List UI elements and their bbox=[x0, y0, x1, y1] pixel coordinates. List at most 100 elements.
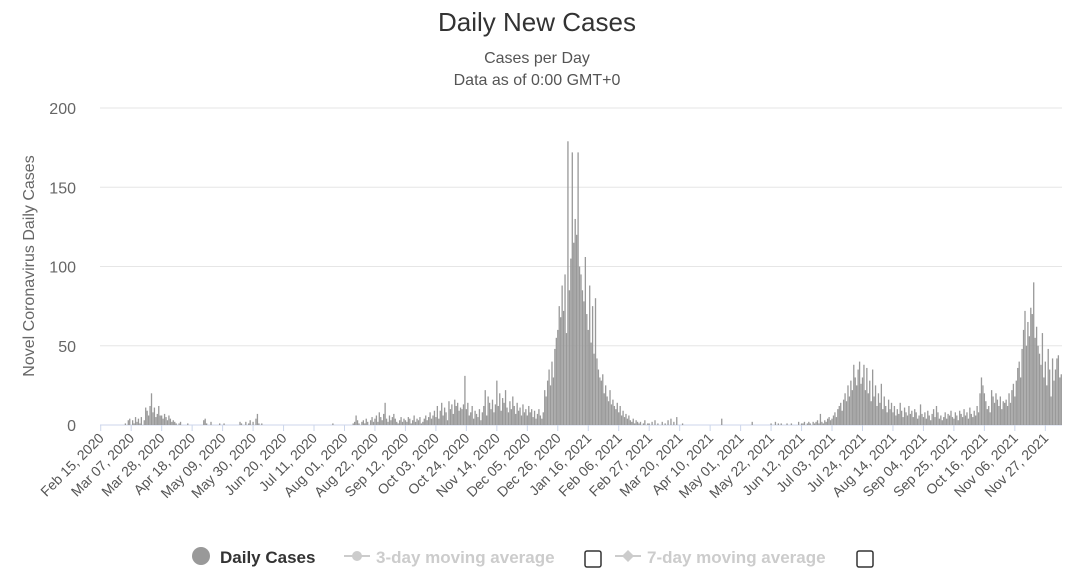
legend-label[interactable]: Daily Cases bbox=[220, 548, 315, 567]
bar bbox=[332, 423, 334, 425]
bar bbox=[861, 377, 864, 425]
bar bbox=[848, 396, 851, 425]
bar bbox=[941, 420, 943, 425]
bar bbox=[378, 412, 380, 425]
bar bbox=[673, 421, 675, 425]
legend-label[interactable]: 7-day moving average bbox=[647, 548, 826, 567]
bar bbox=[993, 402, 996, 425]
bar bbox=[751, 421, 753, 425]
bar bbox=[248, 423, 250, 425]
bar bbox=[786, 423, 788, 425]
bar bbox=[1044, 361, 1046, 425]
bar bbox=[963, 409, 965, 425]
checkbox[interactable] bbox=[856, 550, 874, 568]
bar bbox=[664, 423, 666, 425]
bar bbox=[845, 401, 848, 425]
bar bbox=[439, 410, 441, 425]
bar bbox=[609, 390, 611, 425]
bar bbox=[876, 405, 878, 425]
bar bbox=[133, 423, 135, 425]
bar bbox=[976, 405, 978, 425]
bar bbox=[240, 423, 243, 425]
bar bbox=[413, 415, 415, 425]
bar bbox=[203, 420, 205, 425]
bar bbox=[918, 415, 920, 425]
bar bbox=[985, 401, 987, 425]
bar bbox=[152, 412, 154, 425]
bar bbox=[854, 377, 856, 425]
bar bbox=[847, 385, 849, 425]
bar bbox=[895, 415, 897, 425]
bar bbox=[1014, 396, 1016, 425]
bar bbox=[365, 418, 367, 425]
bar bbox=[474, 410, 476, 425]
bar bbox=[374, 418, 376, 425]
bar bbox=[921, 413, 923, 425]
bar bbox=[620, 415, 623, 425]
bar bbox=[414, 421, 417, 425]
bar bbox=[1028, 336, 1031, 425]
bar bbox=[562, 310, 565, 425]
bar bbox=[187, 423, 189, 425]
bar bbox=[535, 418, 537, 425]
bar bbox=[607, 401, 610, 425]
bar bbox=[979, 393, 981, 425]
bar bbox=[400, 417, 402, 425]
bar bbox=[890, 402, 893, 425]
bar bbox=[239, 421, 241, 425]
bar bbox=[261, 423, 263, 425]
bar bbox=[178, 423, 180, 425]
bar bbox=[398, 420, 401, 425]
bar bbox=[610, 404, 613, 425]
bar bbox=[459, 407, 462, 425]
bar bbox=[561, 285, 563, 425]
bar bbox=[470, 412, 472, 425]
bar bbox=[935, 405, 938, 425]
bar bbox=[661, 421, 663, 425]
bar bbox=[623, 417, 626, 425]
bar bbox=[472, 418, 475, 425]
bar bbox=[528, 405, 530, 425]
bar bbox=[501, 398, 504, 425]
bar bbox=[602, 374, 604, 425]
bar bbox=[422, 421, 424, 425]
bar bbox=[636, 421, 639, 425]
bar bbox=[1006, 405, 1009, 425]
bar bbox=[622, 410, 624, 425]
bar bbox=[1012, 383, 1015, 425]
bar bbox=[432, 415, 434, 425]
checkbox[interactable] bbox=[584, 550, 602, 568]
legend-label[interactable]: 3-day moving average bbox=[376, 548, 555, 567]
bar bbox=[156, 413, 158, 425]
bar bbox=[937, 412, 939, 425]
bar bbox=[488, 402, 491, 425]
bar bbox=[813, 423, 816, 425]
bar bbox=[983, 393, 986, 425]
bar bbox=[390, 420, 392, 425]
bar bbox=[803, 421, 806, 425]
bar bbox=[124, 423, 127, 425]
bar bbox=[954, 412, 957, 425]
bar bbox=[928, 415, 930, 425]
bar bbox=[134, 417, 137, 425]
bar bbox=[147, 415, 150, 425]
bar bbox=[403, 418, 405, 425]
bar bbox=[950, 410, 952, 425]
bar bbox=[491, 399, 494, 425]
bar bbox=[1025, 345, 1028, 425]
bar bbox=[406, 421, 408, 425]
bar bbox=[574, 218, 576, 425]
bar bbox=[358, 423, 360, 425]
bar bbox=[827, 418, 829, 425]
bar bbox=[953, 418, 955, 425]
bar bbox=[139, 423, 141, 425]
bar bbox=[1040, 364, 1042, 425]
bar bbox=[996, 399, 999, 425]
bar bbox=[818, 423, 820, 425]
bar bbox=[774, 421, 777, 425]
bar bbox=[945, 418, 948, 425]
bar bbox=[980, 377, 983, 425]
bar bbox=[654, 420, 656, 425]
bar bbox=[651, 421, 653, 425]
bar bbox=[883, 396, 885, 425]
